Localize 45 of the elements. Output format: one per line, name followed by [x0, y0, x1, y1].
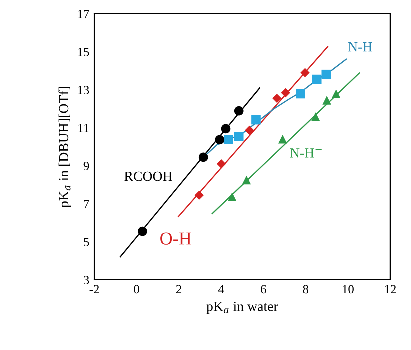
- y-axis-title: pK$_{a}$ in [DBUH][OTf]: [58, 87, 72, 208]
- x-tick-label: 12: [385, 285, 396, 294]
- x-tick-label: 10: [343, 285, 354, 294]
- point: [311, 112, 320, 122]
- point: [228, 192, 237, 202]
- point: [322, 96, 332, 105]
- point: [138, 226, 148, 236]
- y-tick-label: 11: [78, 124, 89, 132]
- point: [234, 106, 244, 116]
- x-tick-label: 4: [218, 285, 224, 294]
- point: [281, 88, 290, 98]
- x-tick-label: 8: [303, 285, 309, 294]
- x-tick-label: 6: [261, 285, 266, 294]
- y-tick-label: 7: [84, 200, 90, 208]
- x-tick-label: 0: [134, 285, 140, 294]
- series-label: N-H$^{−}$: [290, 148, 322, 158]
- point: [300, 68, 310, 78]
- point: [332, 90, 341, 98]
- point: [198, 152, 208, 162]
- point: [242, 176, 252, 185]
- x-axis-title: pK$_{a}$ in water: [206, 302, 278, 314]
- point: [272, 94, 282, 104]
- y-tick-label: 3: [84, 276, 90, 284]
- point: [278, 135, 288, 144]
- point: [234, 132, 244, 142]
- x-tick-label: -2: [90, 285, 100, 294]
- point: [221, 124, 231, 134]
- point: [312, 74, 322, 84]
- point: [245, 126, 254, 136]
- point: [215, 135, 225, 145]
- series-label: RCOOH: [124, 172, 172, 182]
- point: [252, 115, 261, 125]
- series-label: N-H: [348, 42, 372, 52]
- point: [224, 135, 234, 144]
- point: [296, 89, 306, 99]
- y-tick-label: 5: [84, 238, 90, 246]
- point: [322, 70, 332, 80]
- point: [216, 159, 226, 169]
- point: [194, 190, 204, 200]
- y-tick-label: 15: [78, 48, 90, 56]
- y-tick-label: 13: [78, 86, 90, 94]
- series-label: O-H: [160, 232, 192, 245]
- x-tick-label: 2: [176, 285, 182, 294]
- y-tick-label: 9: [84, 162, 90, 170]
- y-tick-label: 17: [78, 10, 90, 18]
